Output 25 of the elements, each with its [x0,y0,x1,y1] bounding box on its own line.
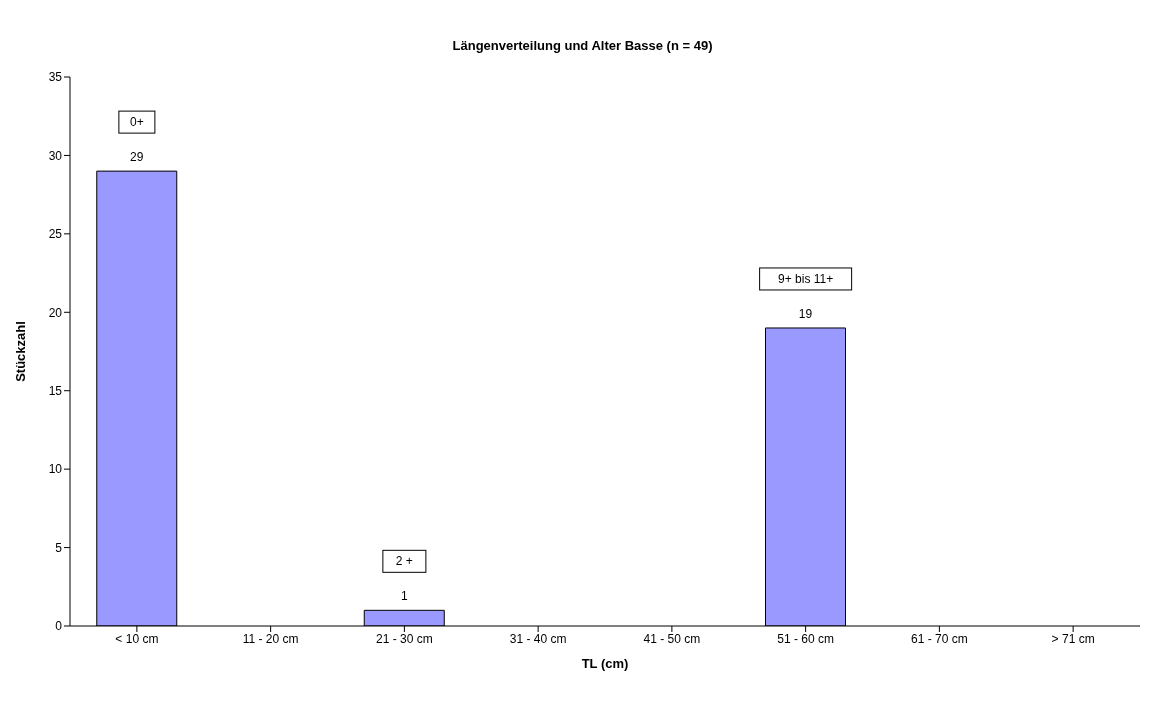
x-tick-label: 41 - 50 cm [643,631,701,646]
chart-title: Längenverteilung und Alter Basse (n = 49) [451,38,714,53]
y-tick-label: 35 [48,70,63,85]
y-tick-label: 30 [48,148,63,163]
y-tick-label: 20 [48,305,63,320]
x-tick-label: 51 - 60 cm [777,631,834,646]
x-tick-label: 31 - 40 cm [509,631,567,646]
data-label: 1 [400,589,408,604]
y-tick-label: 25 [48,227,63,242]
y-tick-label: 5 [55,540,63,555]
x-tick-label: 21 - 30 cm [376,631,433,646]
x-axis-title: TL (cm) [581,656,629,671]
annotation: 0+ [130,115,144,130]
data-label: 29 [130,150,144,165]
y-tick-label: 0 [55,619,63,634]
x-tick-label: 11 - 20 cm [242,631,299,646]
annotation: 2 + [395,554,413,569]
y-tick-label: 15 [48,383,63,398]
x-tick-label: < 10 cm [115,631,159,646]
y-tick-label: 10 [48,462,63,477]
x-tick-label: 61 - 70 cm [911,631,968,646]
x-tick-label: > 71 cm [1051,631,1095,646]
y-axis-title: Stückzahl [12,321,28,382]
data-label: 19 [798,306,813,321]
annotation: 9+ bis 11+ [778,271,834,286]
